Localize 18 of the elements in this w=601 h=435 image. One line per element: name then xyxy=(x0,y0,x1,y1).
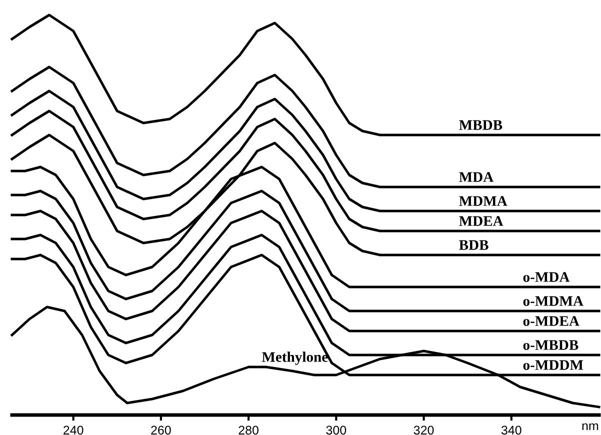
x-tick-label: 300 xyxy=(326,426,346,435)
x-tick-label: 260 xyxy=(151,426,171,435)
x-tick-label: 240 xyxy=(64,426,84,435)
series-label: o-MBDB xyxy=(523,340,578,350)
x-tick-label: 340 xyxy=(501,426,522,435)
series-label: MBDB xyxy=(459,120,502,130)
x-tick-label: 280 xyxy=(238,426,258,435)
series-label: MDMA xyxy=(459,196,508,206)
x-tick-label: 320 xyxy=(414,426,434,435)
series-label: Methylone xyxy=(262,352,328,365)
series-label: o-MDMA xyxy=(523,296,584,306)
series-label: o-MDA xyxy=(523,272,570,282)
series-label: o-MDEA xyxy=(523,316,580,326)
series-label: BDB xyxy=(459,240,488,250)
series-label: o-MDDM xyxy=(523,360,584,370)
series-label: MDA xyxy=(459,172,494,182)
series-label: MDEA xyxy=(459,216,504,226)
x-axis-title: nm xyxy=(582,423,598,430)
